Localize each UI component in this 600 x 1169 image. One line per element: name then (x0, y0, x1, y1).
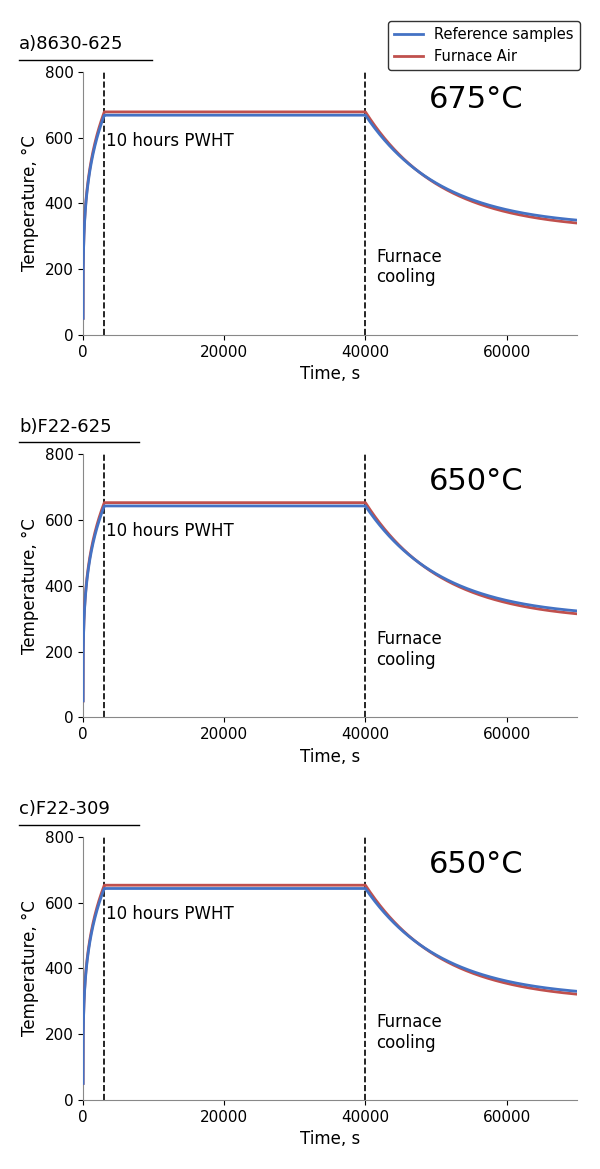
Legend: Reference samples, Furnace Air: Reference samples, Furnace Air (388, 21, 580, 70)
Text: 675°C: 675°C (429, 85, 524, 113)
Text: 10 hours PWHT: 10 hours PWHT (106, 523, 234, 540)
Text: 10 hours PWHT: 10 hours PWHT (106, 905, 234, 924)
X-axis label: Time, s: Time, s (300, 748, 360, 766)
Text: Furnace
cooling: Furnace cooling (376, 248, 442, 286)
Y-axis label: Temperature, °C: Temperature, °C (21, 900, 39, 1037)
Text: c)F22-309: c)F22-309 (19, 801, 110, 818)
Y-axis label: Temperature, °C: Temperature, °C (21, 136, 39, 271)
X-axis label: Time, s: Time, s (300, 365, 360, 383)
Text: Furnace
cooling: Furnace cooling (376, 630, 442, 669)
Text: 650°C: 650°C (429, 468, 524, 497)
Text: a)8630-625: a)8630-625 (19, 35, 124, 54)
Text: Furnace
cooling: Furnace cooling (376, 1012, 442, 1052)
Text: b)F22-625: b)F22-625 (19, 419, 112, 436)
X-axis label: Time, s: Time, s (300, 1130, 360, 1148)
Text: 10 hours PWHT: 10 hours PWHT (106, 132, 234, 150)
Y-axis label: Temperature, °C: Temperature, °C (21, 518, 39, 653)
Text: 650°C: 650°C (429, 850, 524, 879)
